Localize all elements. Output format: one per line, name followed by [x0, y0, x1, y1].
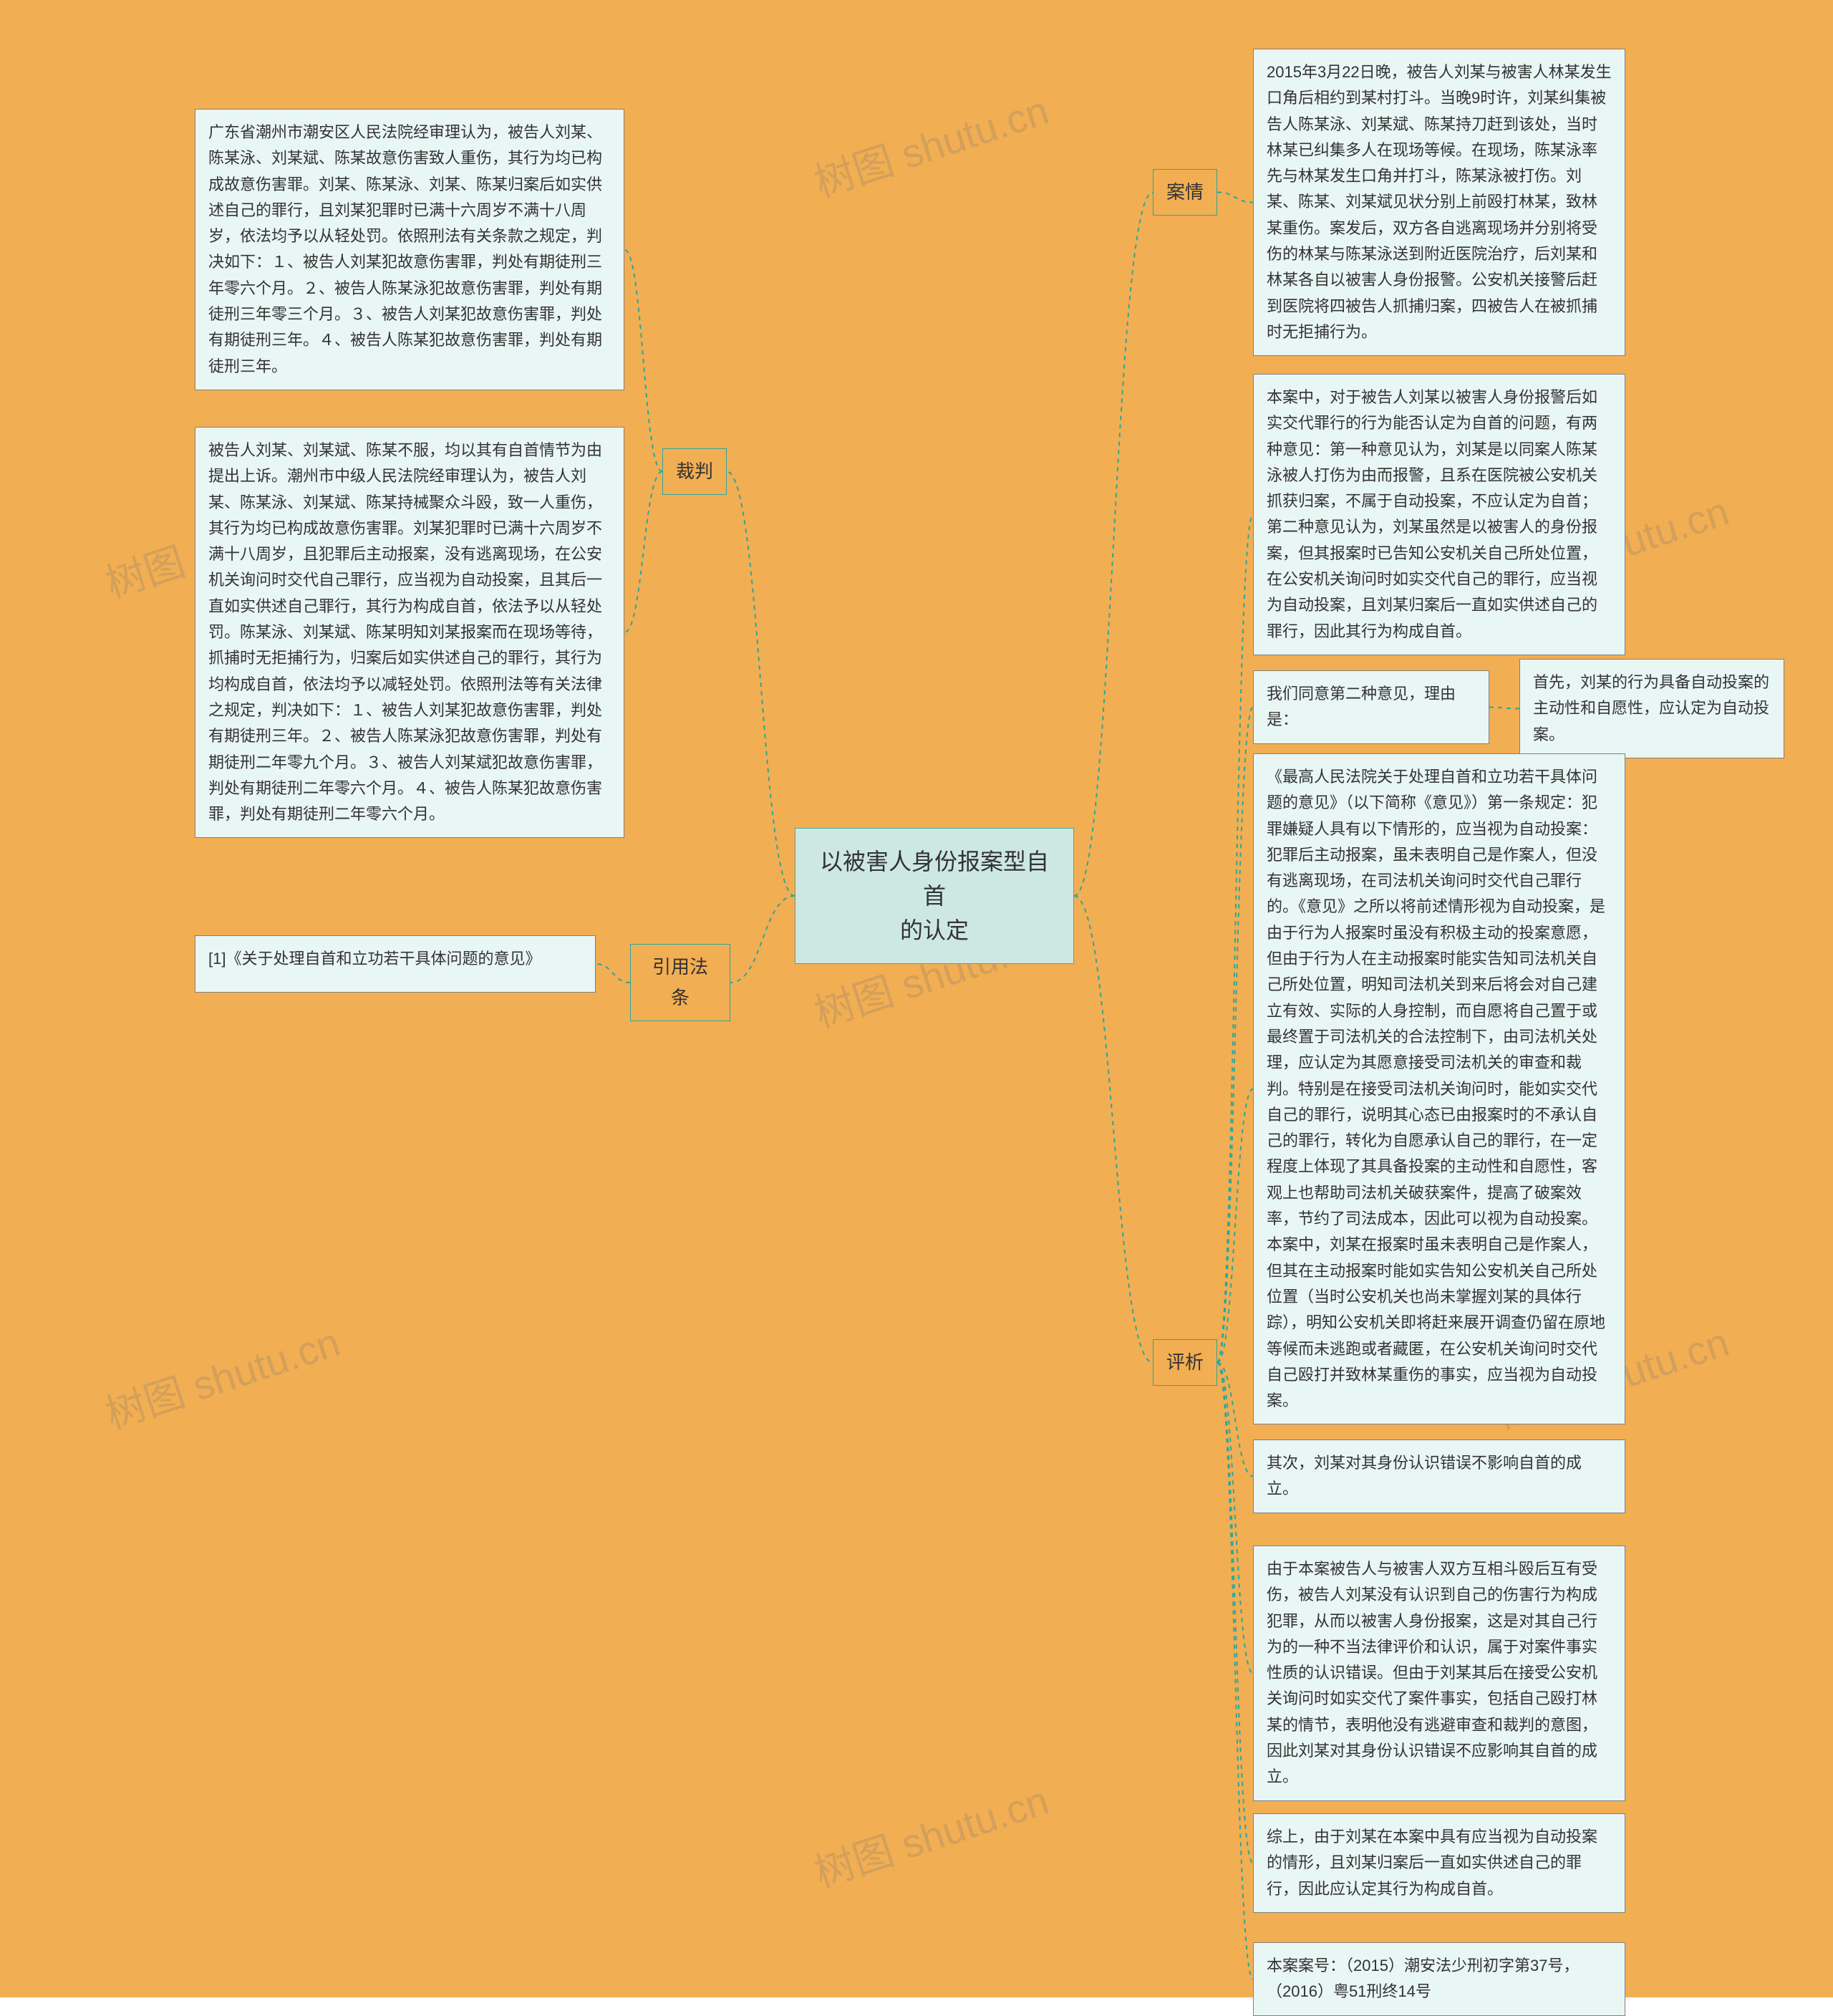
l_case1-text: 2015年3月22日晚，被告人刘某与被害人林某发生口角后相约到某村打斗。当晚9时… — [1267, 63, 1612, 341]
l_anal2b: 首先，刘某的行为具备自动投案的主动性和自愿性，应认定为自动投案。 — [1519, 659, 1784, 758]
l_anal2b-text: 首先，刘某的行为具备自动投案的主动性和自愿性，应认定为自动投案。 — [1533, 673, 1769, 743]
l_anal5: 由于本案被告人与被害人双方互相斗殴后互有受伤，被告人刘某没有认识到自己的伤害行为… — [1253, 1545, 1625, 1801]
mindmap-canvas: 树图 shutu.cn树图 shutu.cn树图 shutu.cn树图 shut… — [0, 0, 1833, 1997]
b_law: 引用法条 — [630, 944, 730, 1021]
watermark: 树图 shutu.cn — [806, 79, 1055, 209]
l_anal7: 本案案号：（2015）潮安法少刑初字第37号，（2016）粤51刑终14号 — [1253, 1942, 1625, 2016]
l_anal7-text: 本案案号：（2015）潮安法少刑初字第37号，（2016）粤51刑终14号 — [1267, 1957, 1579, 2000]
root: 以被害人身份报案型自首 的认定 — [795, 828, 1074, 964]
l_anal1: 本案中，对于被告人刘某以被害人身份报警后如实交代罪行的行为能否认定为自首的问题，… — [1253, 374, 1625, 655]
l_anal6-text: 综上，由于刘某在本案中具有应当视为自动投案的情形，且刘某归案后一直如实供述自己的… — [1267, 1828, 1597, 1898]
l_anal4-text: 其次，刘某对其身份认识错误不影响自首的成立。 — [1267, 1454, 1582, 1497]
l_anal3-text: 《最高人民法院关于处理自首和立功若干具体问题的意见》（以下简称《意见》）第一条规… — [1267, 768, 1605, 1409]
root-text: 以被害人身份报案型自首 的认定 — [820, 849, 1049, 943]
l_case1: 2015年3月22日晚，被告人刘某与被害人林某发生口角后相约到某村打斗。当晚9时… — [1253, 49, 1625, 356]
l_anal1-text: 本案中，对于被告人刘某以被害人身份报警后如实交代罪行的行为能否认定为自首的问题，… — [1267, 388, 1597, 640]
l_anal6: 综上，由于刘某在本案中具有应当视为自动投案的情形，且刘某归案后一直如实供述自己的… — [1253, 1813, 1625, 1913]
b_anal-text: 评析 — [1166, 1351, 1204, 1373]
l_judge1-text: 广东省潮州市潮安区人民法院经审理认为，被告人刘某、陈某泳、刘某斌、陈某故意伤害致… — [208, 123, 602, 375]
l_judge1: 广东省潮州市潮安区人民法院经审理认为，被告人刘某、陈某泳、刘某斌、陈某故意伤害致… — [195, 109, 624, 390]
l_judge2-text: 被告人刘某、刘某斌、陈某不服，均以其有自首情节为由提出上诉。潮州市中级人民法院经… — [208, 441, 602, 823]
l_law1-text: [1]《关于处理自首和立功若干具体问题的意见》 — [208, 950, 541, 968]
l_anal4: 其次，刘某对其身份认识错误不影响自首的成立。 — [1253, 1439, 1625, 1513]
b_law-text: 引用法条 — [652, 956, 708, 1008]
watermark: 树图 shutu.cn — [97, 1311, 347, 1441]
b_judge: 裁判 — [662, 448, 727, 495]
b_judge-text: 裁判 — [676, 460, 713, 482]
l_anal5-text: 由于本案被告人与被害人双方互相斗殴后互有受伤，被告人刘某没有认识到自己的伤害行为… — [1267, 1560, 1597, 1785]
l_judge2: 被告人刘某、刘某斌、陈某不服，均以其有自首情节为由提出上诉。潮州市中级人民法院经… — [195, 427, 624, 838]
b_case: 案情 — [1153, 169, 1217, 216]
watermark: 树图 shutu.cn — [806, 1769, 1055, 1899]
l_anal2a-text: 我们同意第二种意见，理由是： — [1267, 685, 1456, 728]
b_anal: 评析 — [1153, 1339, 1217, 1386]
l_anal3: 《最高人民法院关于处理自首和立功若干具体问题的意见》（以下简称《意见》）第一条规… — [1253, 753, 1625, 1424]
l_law1: [1]《关于处理自首和立功若干具体问题的意见》 — [195, 935, 596, 993]
l_anal2a: 我们同意第二种意见，理由是： — [1253, 670, 1489, 744]
b_case-text: 案情 — [1166, 181, 1204, 203]
